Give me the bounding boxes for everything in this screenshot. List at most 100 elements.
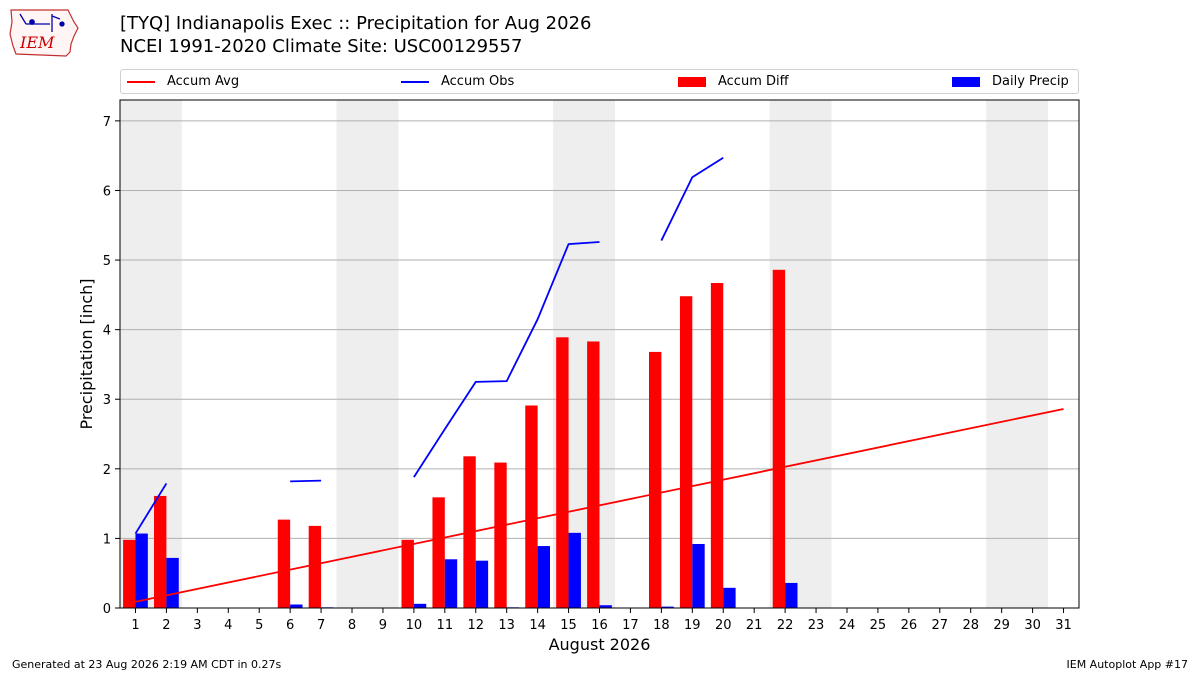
daily-precip-bar [568, 532, 581, 608]
x-tick-label: 29 [993, 618, 1010, 633]
daily-precip-bar [444, 559, 458, 608]
logo-text: IEM [19, 33, 55, 52]
x-tick-label: 21 [746, 618, 763, 633]
y-tick-label: 0 [103, 602, 111, 617]
x-tick-label: 24 [839, 618, 856, 633]
y-tick-label: 7 [103, 115, 111, 130]
daily-precip-bar [692, 543, 705, 608]
x-tick-label: 6 [286, 618, 294, 633]
accum-diff-bar [525, 405, 538, 608]
accum-diff-bar [154, 495, 167, 608]
x-tick-label: 19 [684, 618, 701, 633]
generated-footer: Generated at 23 Aug 2026 2:19 AM CDT in … [12, 658, 282, 671]
accum-diff-bar [308, 525, 322, 608]
accum-obs-line [660, 156, 724, 241]
x-tick-label: 14 [529, 618, 546, 633]
accum-avg-line [135, 408, 1064, 603]
x-tick-label: 2 [162, 618, 170, 633]
legend-swatch-accum-obs [401, 80, 429, 83]
accum-diff-bar [277, 519, 291, 608]
y-axis-label: Precipitation [inch] [77, 278, 96, 429]
iem-logo: IEM [9, 9, 79, 57]
x-tick-label: 7 [317, 618, 325, 633]
x-tick-label: 11 [437, 618, 454, 633]
legend-label-accum-obs: Accum Obs [441, 74, 515, 89]
chart-title: [TYQ] Indianapolis Exec :: Precipitation… [120, 12, 591, 58]
daily-precip-bar [290, 604, 303, 608]
accum-diff-bar [772, 269, 786, 608]
accum-diff-bar [432, 497, 445, 608]
iowa-state-outline-icon [9, 9, 79, 57]
x-tick-label: 20 [715, 618, 732, 633]
accum-diff-bar [401, 539, 414, 608]
bars [123, 269, 798, 608]
x-tick-label: 8 [348, 618, 356, 633]
x-tick-label: 16 [591, 618, 608, 633]
y-tick-label: 1 [103, 532, 111, 547]
daily-precip-bar [135, 533, 148, 608]
y-tick-label: 2 [103, 463, 111, 478]
y-tick-label: 3 [103, 393, 111, 408]
app-footer: IEM Autoplot App #17 [1066, 658, 1189, 671]
daily-precip-bar [537, 546, 551, 608]
weekend-band [336, 100, 399, 608]
x-tick-label: 13 [498, 618, 515, 633]
title-line-1: [TYQ] Indianapolis Exec :: Precipitation… [120, 13, 592, 34]
accum-diff-bar [494, 462, 507, 608]
daily-precip-bar [166, 557, 179, 608]
legend-item-accum-diff: Accum Diff [678, 74, 789, 90]
x-tick-label: 9 [379, 618, 387, 633]
accum-diff-bar [587, 341, 600, 608]
legend-swatch-accum-diff [678, 76, 706, 87]
weekend-shading [120, 100, 1049, 608]
x-tick-label: 23 [808, 618, 825, 633]
weekend-band [120, 100, 182, 608]
accum-obs-line [134, 482, 168, 535]
x-tick-label: 17 [622, 618, 639, 633]
x-tick-label: 1 [131, 618, 139, 633]
legend-item-accum-avg: Accum Avg [127, 74, 239, 90]
x-tick-label: 18 [653, 618, 670, 633]
accum-obs-line [413, 241, 600, 478]
x-tick-label: 28 [962, 618, 979, 633]
weather-instruments-icon [19, 13, 65, 32]
legend-label-accum-diff: Accum Diff [718, 74, 789, 89]
x-tick-label: 27 [932, 618, 949, 633]
x-tick-label: 31 [1055, 618, 1072, 633]
y-tick-label: 6 [103, 184, 111, 199]
legend-item-daily-precip: Daily Precip [952, 74, 1069, 90]
legend-item-accum-obs: Accum Obs [401, 74, 514, 90]
weekend-band [986, 100, 1049, 608]
accum-obs-line [290, 479, 322, 483]
x-tick-label: 12 [467, 618, 484, 633]
accum-diff-bar [556, 337, 569, 608]
daily-precip-bar [723, 587, 736, 608]
x-tick-label: 10 [406, 618, 423, 633]
daily-precip-bar [785, 582, 798, 608]
lines [134, 156, 1064, 603]
x-tick-label: 22 [777, 618, 794, 633]
daily-precip-bar [413, 603, 427, 608]
x-tick-label: 30 [1024, 618, 1041, 633]
x-tick-label: 5 [255, 618, 263, 633]
x-tick-label: 15 [560, 618, 577, 633]
legend-label-daily-precip: Daily Precip [992, 74, 1069, 89]
accum-diff-bar [648, 351, 662, 608]
daily-precip-bar [599, 605, 612, 608]
accum-diff-bar [679, 296, 693, 608]
legend: Accum Avg Accum Obs Accum Diff Daily Pre… [120, 69, 1079, 94]
x-tick-label: 25 [870, 618, 887, 633]
x-axis-label: August 2026 [549, 635, 651, 654]
legend-label-accum-avg: Accum Avg [167, 74, 240, 89]
x-tick-label: 4 [224, 618, 232, 633]
daily-precip-bar [661, 606, 674, 608]
x-tick-label: 3 [193, 618, 201, 633]
accum-diff-bar [123, 539, 136, 608]
x-tick-label: 26 [901, 618, 918, 633]
y-tick-label: 5 [103, 254, 111, 269]
accum-diff-bar [710, 283, 724, 608]
daily-precip-bar [475, 560, 489, 608]
legend-swatch-daily-precip [952, 76, 980, 87]
